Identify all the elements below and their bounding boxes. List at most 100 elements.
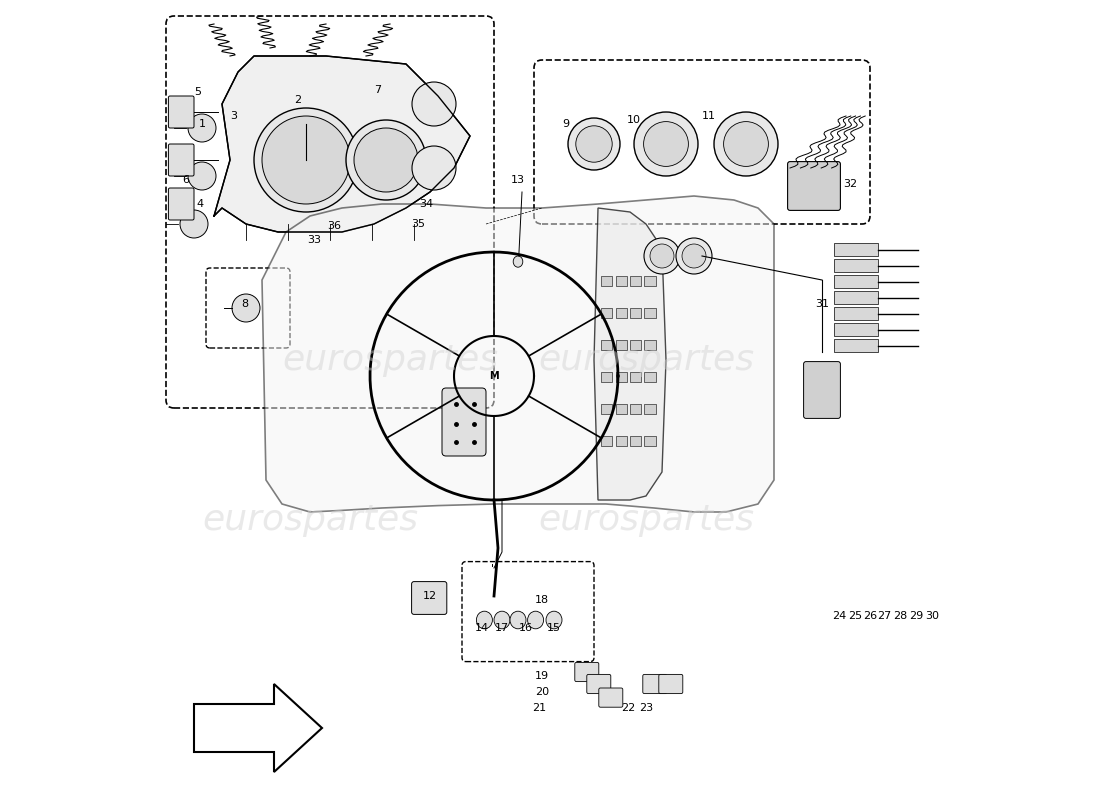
Polygon shape	[262, 196, 774, 512]
Ellipse shape	[528, 611, 543, 629]
Ellipse shape	[714, 112, 778, 176]
Text: eurospartes: eurospartes	[538, 343, 755, 377]
Bar	[616, 436, 627, 446]
Ellipse shape	[254, 108, 358, 212]
Bar	[630, 436, 641, 446]
Text: 17: 17	[495, 623, 509, 633]
Text: 30: 30	[925, 611, 939, 621]
Text: 34: 34	[419, 199, 433, 209]
FancyBboxPatch shape	[168, 188, 194, 220]
Bar	[645, 340, 656, 350]
Bar	[645, 436, 656, 446]
FancyBboxPatch shape	[804, 362, 840, 418]
Ellipse shape	[262, 116, 350, 204]
Text: 25: 25	[848, 611, 862, 621]
Bar	[616, 340, 627, 350]
Text: eurospartes: eurospartes	[282, 343, 498, 377]
Text: 7: 7	[374, 85, 382, 94]
Bar	[616, 276, 627, 286]
Bar	[602, 308, 613, 318]
Text: eurospartes: eurospartes	[202, 503, 418, 537]
Bar	[645, 276, 656, 286]
Bar	[630, 404, 641, 414]
FancyBboxPatch shape	[442, 388, 486, 456]
Ellipse shape	[188, 162, 216, 190]
Ellipse shape	[644, 122, 689, 166]
Bar	[630, 276, 641, 286]
Polygon shape	[194, 684, 322, 772]
Text: M: M	[490, 371, 498, 381]
FancyBboxPatch shape	[642, 674, 667, 694]
Text: 12: 12	[422, 591, 437, 601]
Text: 35: 35	[411, 219, 425, 229]
FancyBboxPatch shape	[575, 662, 598, 682]
Text: 28: 28	[893, 611, 907, 621]
Ellipse shape	[510, 611, 526, 629]
Text: 31: 31	[815, 299, 829, 309]
FancyBboxPatch shape	[411, 582, 447, 614]
Ellipse shape	[354, 128, 418, 192]
Bar	[616, 404, 627, 414]
Bar	[602, 404, 613, 414]
Text: 29: 29	[910, 611, 924, 621]
Ellipse shape	[634, 112, 698, 176]
Ellipse shape	[514, 256, 522, 267]
Polygon shape	[214, 56, 470, 232]
Bar	[834, 323, 878, 336]
Text: 6: 6	[183, 175, 189, 185]
FancyBboxPatch shape	[659, 674, 683, 694]
Bar	[834, 259, 878, 272]
Text: 10: 10	[627, 115, 641, 125]
Text: 11: 11	[702, 111, 715, 121]
FancyBboxPatch shape	[168, 96, 194, 128]
Bar	[616, 308, 627, 318]
Ellipse shape	[476, 611, 493, 629]
Ellipse shape	[188, 114, 216, 142]
Bar	[645, 308, 656, 318]
Text: 24: 24	[833, 611, 847, 621]
Ellipse shape	[346, 120, 426, 200]
Text: 14: 14	[475, 623, 490, 633]
Text: 5: 5	[195, 87, 201, 97]
Text: 27: 27	[878, 611, 891, 621]
Text: 32: 32	[843, 179, 857, 189]
Text: 8: 8	[241, 299, 248, 309]
Bar	[602, 372, 613, 382]
FancyBboxPatch shape	[586, 674, 611, 694]
Ellipse shape	[682, 244, 706, 268]
Bar	[834, 291, 878, 304]
Bar	[630, 372, 641, 382]
Bar	[630, 308, 641, 318]
Ellipse shape	[575, 126, 613, 162]
Ellipse shape	[412, 82, 456, 126]
Bar	[602, 340, 613, 350]
Ellipse shape	[180, 210, 208, 238]
Text: 22: 22	[621, 703, 636, 713]
Ellipse shape	[568, 118, 620, 170]
Text: 21: 21	[532, 703, 547, 713]
Bar	[834, 275, 878, 288]
Text: 2: 2	[295, 95, 301, 105]
Bar	[602, 436, 613, 446]
Text: 3: 3	[231, 111, 238, 121]
Ellipse shape	[546, 611, 562, 629]
Polygon shape	[594, 208, 666, 500]
Text: 33: 33	[307, 235, 321, 245]
Text: eurospartes: eurospartes	[538, 503, 755, 537]
Ellipse shape	[724, 122, 769, 166]
Bar	[834, 339, 878, 352]
Ellipse shape	[676, 238, 712, 274]
Text: 4: 4	[196, 199, 204, 209]
Ellipse shape	[494, 611, 510, 629]
Bar	[645, 372, 656, 382]
FancyBboxPatch shape	[788, 162, 840, 210]
Bar	[834, 243, 878, 256]
Text: 1: 1	[198, 119, 206, 129]
Ellipse shape	[644, 238, 680, 274]
Ellipse shape	[232, 294, 260, 322]
FancyBboxPatch shape	[168, 144, 194, 176]
Ellipse shape	[412, 146, 456, 190]
Bar	[630, 340, 641, 350]
Bar	[602, 276, 613, 286]
Text: 26: 26	[862, 611, 877, 621]
